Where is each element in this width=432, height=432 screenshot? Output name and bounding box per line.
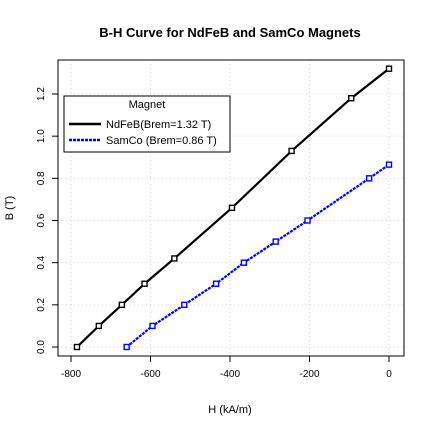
- data-point-samco: [304, 217, 311, 224]
- data-point-ndfeb: [228, 204, 236, 212]
- x-axis-label: H (kA/m): [208, 404, 251, 416]
- plot-area-border: [57, 59, 405, 357]
- y-tick-label: 0.8: [36, 171, 47, 185]
- data-point-ndfeb: [288, 147, 295, 155]
- series-line-samco: [125, 163, 390, 348]
- x-tick-label: -200: [299, 369, 319, 380]
- x-tick-label: -600: [140, 369, 160, 380]
- x-tick-label: 0: [386, 369, 392, 380]
- data-point-ndfeb: [385, 65, 393, 72]
- data-point-ndfeb: [171, 255, 178, 262]
- data-point-ndfeb: [141, 280, 148, 287]
- legend-label-samco: SamCo (Brem=0.86 T): [106, 135, 217, 147]
- legend-label-ndfeb: NdFeB(Brem=1.32 T): [106, 119, 211, 131]
- x-tick-label: -400: [220, 369, 240, 380]
- y-tick-label: 1.2: [36, 87, 47, 101]
- data-point-samco: [212, 280, 220, 287]
- data-point-samco: [365, 175, 373, 182]
- data-point-ndfeb: [95, 322, 103, 330]
- y-tick-label: 0.0: [36, 340, 47, 354]
- y-tick-label: 0.6: [36, 213, 47, 227]
- data-point-ndfeb: [348, 95, 355, 102]
- y-axis-label: B (T): [4, 196, 16, 220]
- data-point-ndfeb: [118, 301, 126, 309]
- x-tick-label: -800: [61, 369, 81, 380]
- y-tick-label: 1.0: [36, 129, 47, 143]
- data-point-samco: [272, 238, 279, 245]
- data-point-samco: [123, 343, 130, 351]
- data-point-samco: [181, 301, 188, 309]
- legend-title: Magnet: [129, 99, 166, 111]
- y-axis: 0.0 0.2 0.4 0.6 0.8 1.0 1.2: [36, 87, 58, 354]
- legend: Magnet NdFeB(Brem=1.32 T) SamCo (Brem=0.…: [63, 95, 231, 153]
- data-point-samco: [149, 322, 156, 330]
- x-axis: -800 -600 -400 -200 0: [61, 356, 392, 380]
- data-point-samco: [240, 259, 248, 266]
- data-point-ndfeb: [73, 343, 81, 351]
- data-point-samco: [385, 161, 393, 168]
- y-tick-label: 0.4: [36, 255, 47, 269]
- chart-title: B-H Curve for NdFeB and SamCo Magnets: [99, 25, 360, 40]
- series-layer: [73, 65, 393, 351]
- y-tick-label: 0.2: [36, 297, 47, 311]
